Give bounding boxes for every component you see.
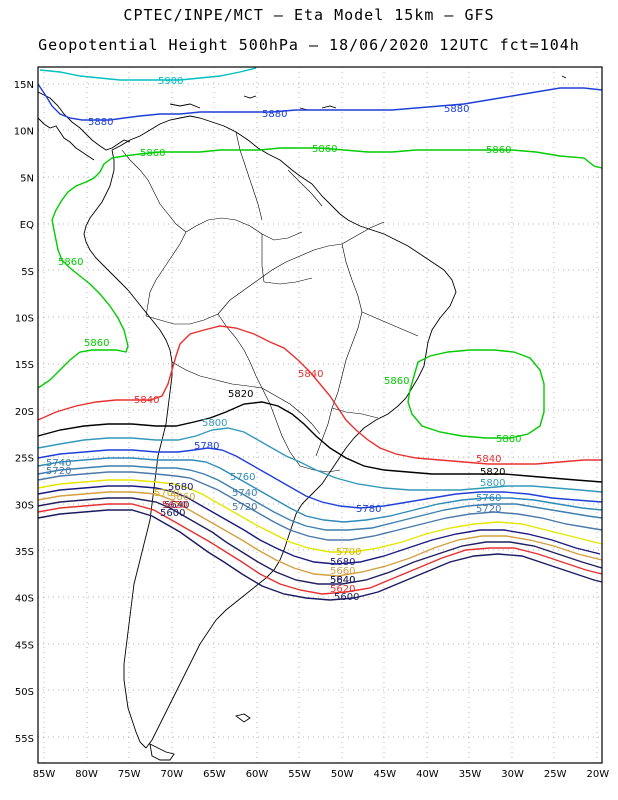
lat-label-15s: 15S [15,360,34,371]
label-5860-d: 5860 [58,257,83,268]
label-5840-c: 5840 [476,454,501,465]
label-5720-a: 5720 [46,466,71,477]
contour-5680 [37,485,601,565]
contour-5800 [37,427,603,493]
label-5600-b: 5600 [334,592,359,603]
label-5600-a: 5600 [160,508,185,519]
graticule [38,67,602,763]
label-5760-b: 5760 [476,493,501,504]
contour-5860-high [407,349,545,439]
coastline [37,75,567,761]
lon-label-30w: 30W [501,769,524,780]
label-5720-b: 5720 [232,502,257,513]
label-5780-a: 5780 [194,441,219,452]
lat-label-5s: 5S [21,267,34,278]
lon-label-55w: 55W [288,769,311,780]
lon-label-50w: 50W [331,769,354,780]
contour-labels: 5900 5880 5880 5880 5860 5860 5860 5860 … [46,76,521,603]
lat-label-45s: 45S [15,640,34,651]
label-5880-b: 5880 [262,109,287,120]
label-5860-c: 5860 [486,145,511,156]
longitude-labels: 85W 80W 75W 70W 65W 60W 55W 50W 45W 40W 35W 30W 25W 2… [33,769,610,780]
lon-label-40w: 40W [416,769,439,780]
contour-5900 [39,67,257,81]
contour-5780 [37,447,603,509]
label-5660-a: 5660 [170,492,195,503]
label-5860-b: 5860 [312,144,337,155]
lat-label-35s: 35S [15,547,34,558]
lat-label-10s: 10S [15,314,34,325]
contour-5600 [37,509,603,601]
country-borders [121,131,419,473]
lat-label-25s: 25S [15,454,34,465]
label-5800-a: 5800 [202,418,227,429]
lon-label-60w: 60W [246,769,269,780]
label-5620-a: 5620 [162,500,187,511]
lat-label-10n: 10N [14,127,34,138]
contour-5660 [37,491,603,577]
contour-5740 [37,465,603,531]
label-5800-b: 5800 [480,478,505,489]
label-5660-b: 5660 [330,566,355,577]
lat-label-55s: 55S [15,734,34,745]
lat-label-20s: 20S [15,407,34,418]
label-5680-b: 5680 [330,557,355,568]
label-5760-a: 5760 [230,472,255,483]
label-5860-a: 5860 [140,148,165,159]
contours [37,67,603,601]
lon-label-35w: 35W [459,769,482,780]
latitude-labels: 15N 10N 5N EQ 5S 10S 15S 20S 25S 30S 35S 40S 45S 50S 5… [14,80,34,745]
contour-5860-north [51,147,603,221]
label-5840-a: 5840 [134,395,159,406]
lat-label-5n: 5N [20,173,34,184]
label-5820-b: 5820 [480,467,505,478]
map-title-line1: CPTEC/INPE/MCT – Eta Model 15km – GFS [123,6,495,24]
label-5740-a: 5740 [46,458,71,469]
map-title-line2: Geopotential Height 500hPa – 18/06/2020 … [38,36,580,54]
label-5780-b: 5780 [356,504,381,515]
label-5740-b: 5740 [232,488,257,499]
label-5860-e: 5860 [84,338,109,349]
contour-5700 [37,479,603,553]
contour-5880 [37,83,603,121]
label-5620-b: 5620 [330,584,355,595]
label-5820-a: 5820 [228,389,253,400]
lon-label-75w: 75W [118,769,141,780]
contour-5840 [37,325,602,465]
contour-5820 [37,401,603,483]
lon-label-45w: 45W [373,769,396,780]
label-5700-a: 5700 [154,488,179,499]
lat-label-eq: EQ [20,220,34,231]
label-5720-c: 5720 [476,504,501,515]
label-5840-b: 5840 [298,369,323,380]
lon-label-25w: 25W [544,769,567,780]
contour-5720 [37,471,603,541]
contour-5620 [37,503,603,595]
label-5880-c: 5880 [444,104,469,115]
lon-label-70w: 70W [160,769,183,780]
map-frame [37,66,603,764]
lon-label-80w: 80W [75,769,98,780]
lon-label-20w: 20W [586,769,609,780]
lon-label-85w: 85W [33,769,56,780]
label-5700-b: 5700 [336,547,361,558]
contour-5640 [37,497,603,585]
contour-5860-coast [37,219,129,389]
label-5640-a: 5640 [164,500,189,511]
label-5860-f: 5860 [384,376,409,387]
lon-label-65w: 65W [203,769,226,780]
contour-5760 [37,457,603,523]
lat-label-50s: 50S [15,687,34,698]
label-5680-a: 5680 [168,482,193,493]
label-5880-a: 5880 [88,117,113,128]
label-5640-b: 5640 [330,575,355,586]
lat-label-40s: 40S [15,594,34,605]
label-5900: 5900 [158,76,183,87]
label-5860-g: 5860 [496,434,521,445]
label-5840-d: 5840 [330,575,355,586]
lat-label-15n: 15N [14,80,34,91]
lat-label-30s: 30S [15,500,34,511]
